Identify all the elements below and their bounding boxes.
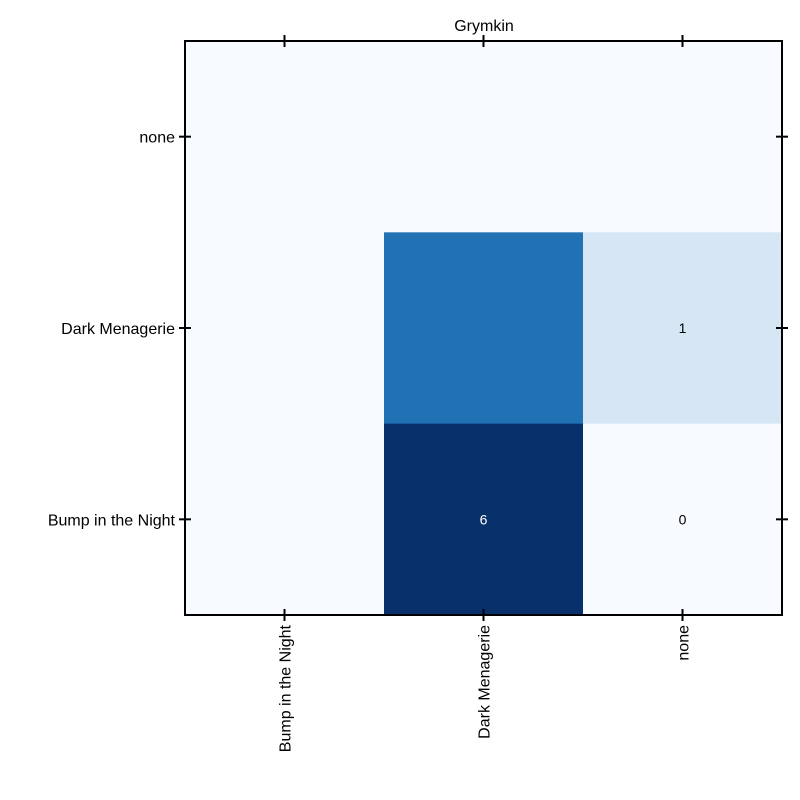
x-tick-label: Dark Menagerie	[477, 625, 494, 739]
heatmap-cell-none-bump-in-the-night	[185, 41, 385, 233]
heatmap-cell-none-dark-menagerie	[384, 41, 584, 233]
cell-value-label: 6	[480, 511, 488, 527]
y-tick-label: Dark Menagerie	[61, 321, 175, 338]
x-tick-label: none	[676, 625, 693, 661]
heatmap-cell-bump-in-the-night-dark-menagerie	[384, 423, 584, 616]
cell-value-labels: 1 6 0	[480, 320, 687, 527]
y-tick-label: none	[139, 130, 175, 147]
plot-frame	[184, 40, 783, 616]
cell-value-label: 1	[679, 320, 687, 336]
heatmap-cell-dark-menagerie-dark-menagerie	[384, 232, 584, 425]
x-tick-label: Bump in the Night	[278, 624, 295, 752]
heatmap-cell-dark-menagerie-none	[583, 232, 783, 425]
heatmap-cell-none-none	[583, 41, 783, 233]
cell-value-label: 0	[679, 511, 687, 527]
axis-ticks: none Dark Menagerie Bump in the Night Bump …	[48, 35, 788, 752]
heatmap-cell-bump-in-the-night-none	[583, 423, 783, 616]
chart-title: Grymkin	[454, 18, 514, 35]
heatmap-cells	[185, 41, 783, 616]
heatmap-cell-bump-in-the-night-bump-in-the-night	[185, 423, 385, 616]
y-tick-label: Bump in the Night	[48, 512, 176, 529]
heatmap-cell-dark-menagerie-bump-in-the-night	[185, 232, 385, 425]
